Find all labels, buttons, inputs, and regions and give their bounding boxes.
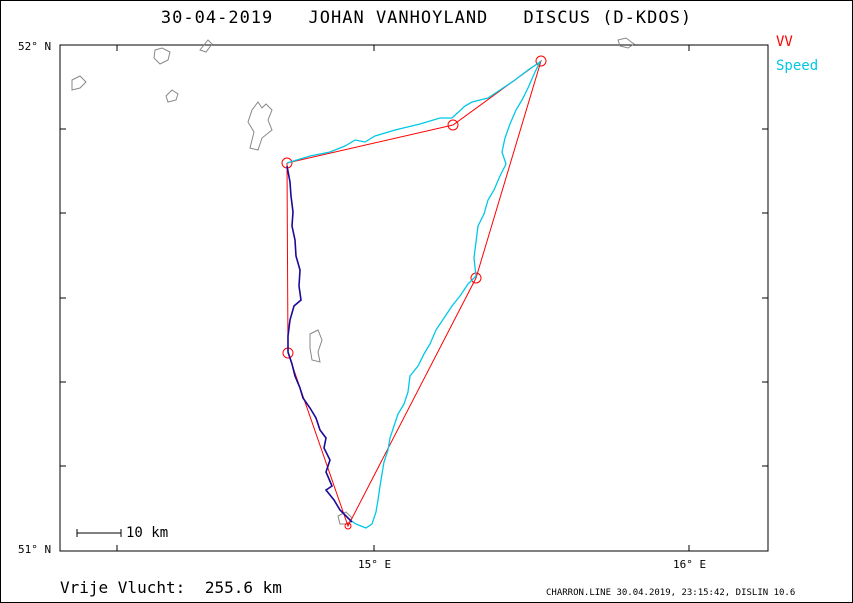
result-line: Vrije Vlucht: 255.6 km bbox=[60, 578, 292, 597]
lat-label-top: 52° N bbox=[18, 40, 52, 53]
task-route bbox=[286, 59, 542, 528]
map-border bbox=[59, 44, 769, 552]
flight-date: 30-04-2019 bbox=[160, 8, 274, 28]
result-label: Vrije Vlucht: bbox=[60, 578, 186, 597]
scale-label: 10 km bbox=[126, 525, 169, 541]
lon-label-15: 15° E bbox=[358, 558, 392, 571]
scale-bar bbox=[76, 529, 122, 537]
turnpoint-6 bbox=[344, 522, 352, 530]
page-title: 30-04-2019 JOHAN VANHOYLAND DISCUS (D-KD… bbox=[0, 8, 853, 28]
legend-item-vv: VV bbox=[776, 34, 793, 50]
turnpoint-3 bbox=[535, 55, 547, 67]
pilot-name: JOHAN VANHOYLAND bbox=[308, 8, 489, 28]
footer-info: CHARRON.LINE 30.04.2019, 23:15:42, DISLI… bbox=[546, 588, 796, 598]
legend-item-speed: Speed bbox=[776, 58, 819, 74]
turnpoints bbox=[281, 55, 547, 530]
tick-marks bbox=[60, 44, 768, 552]
glider-name: DISCUS (D-KDOS) bbox=[523, 8, 693, 28]
water-features bbox=[71, 37, 635, 525]
lon-label-16: 16° E bbox=[673, 558, 707, 571]
lat-label-bottom: 51° N bbox=[18, 543, 52, 556]
track-fast bbox=[286, 60, 542, 529]
result-value: 255.6 km bbox=[204, 578, 282, 597]
turnpoint-2 bbox=[447, 119, 459, 131]
track-slow bbox=[286, 165, 353, 523]
